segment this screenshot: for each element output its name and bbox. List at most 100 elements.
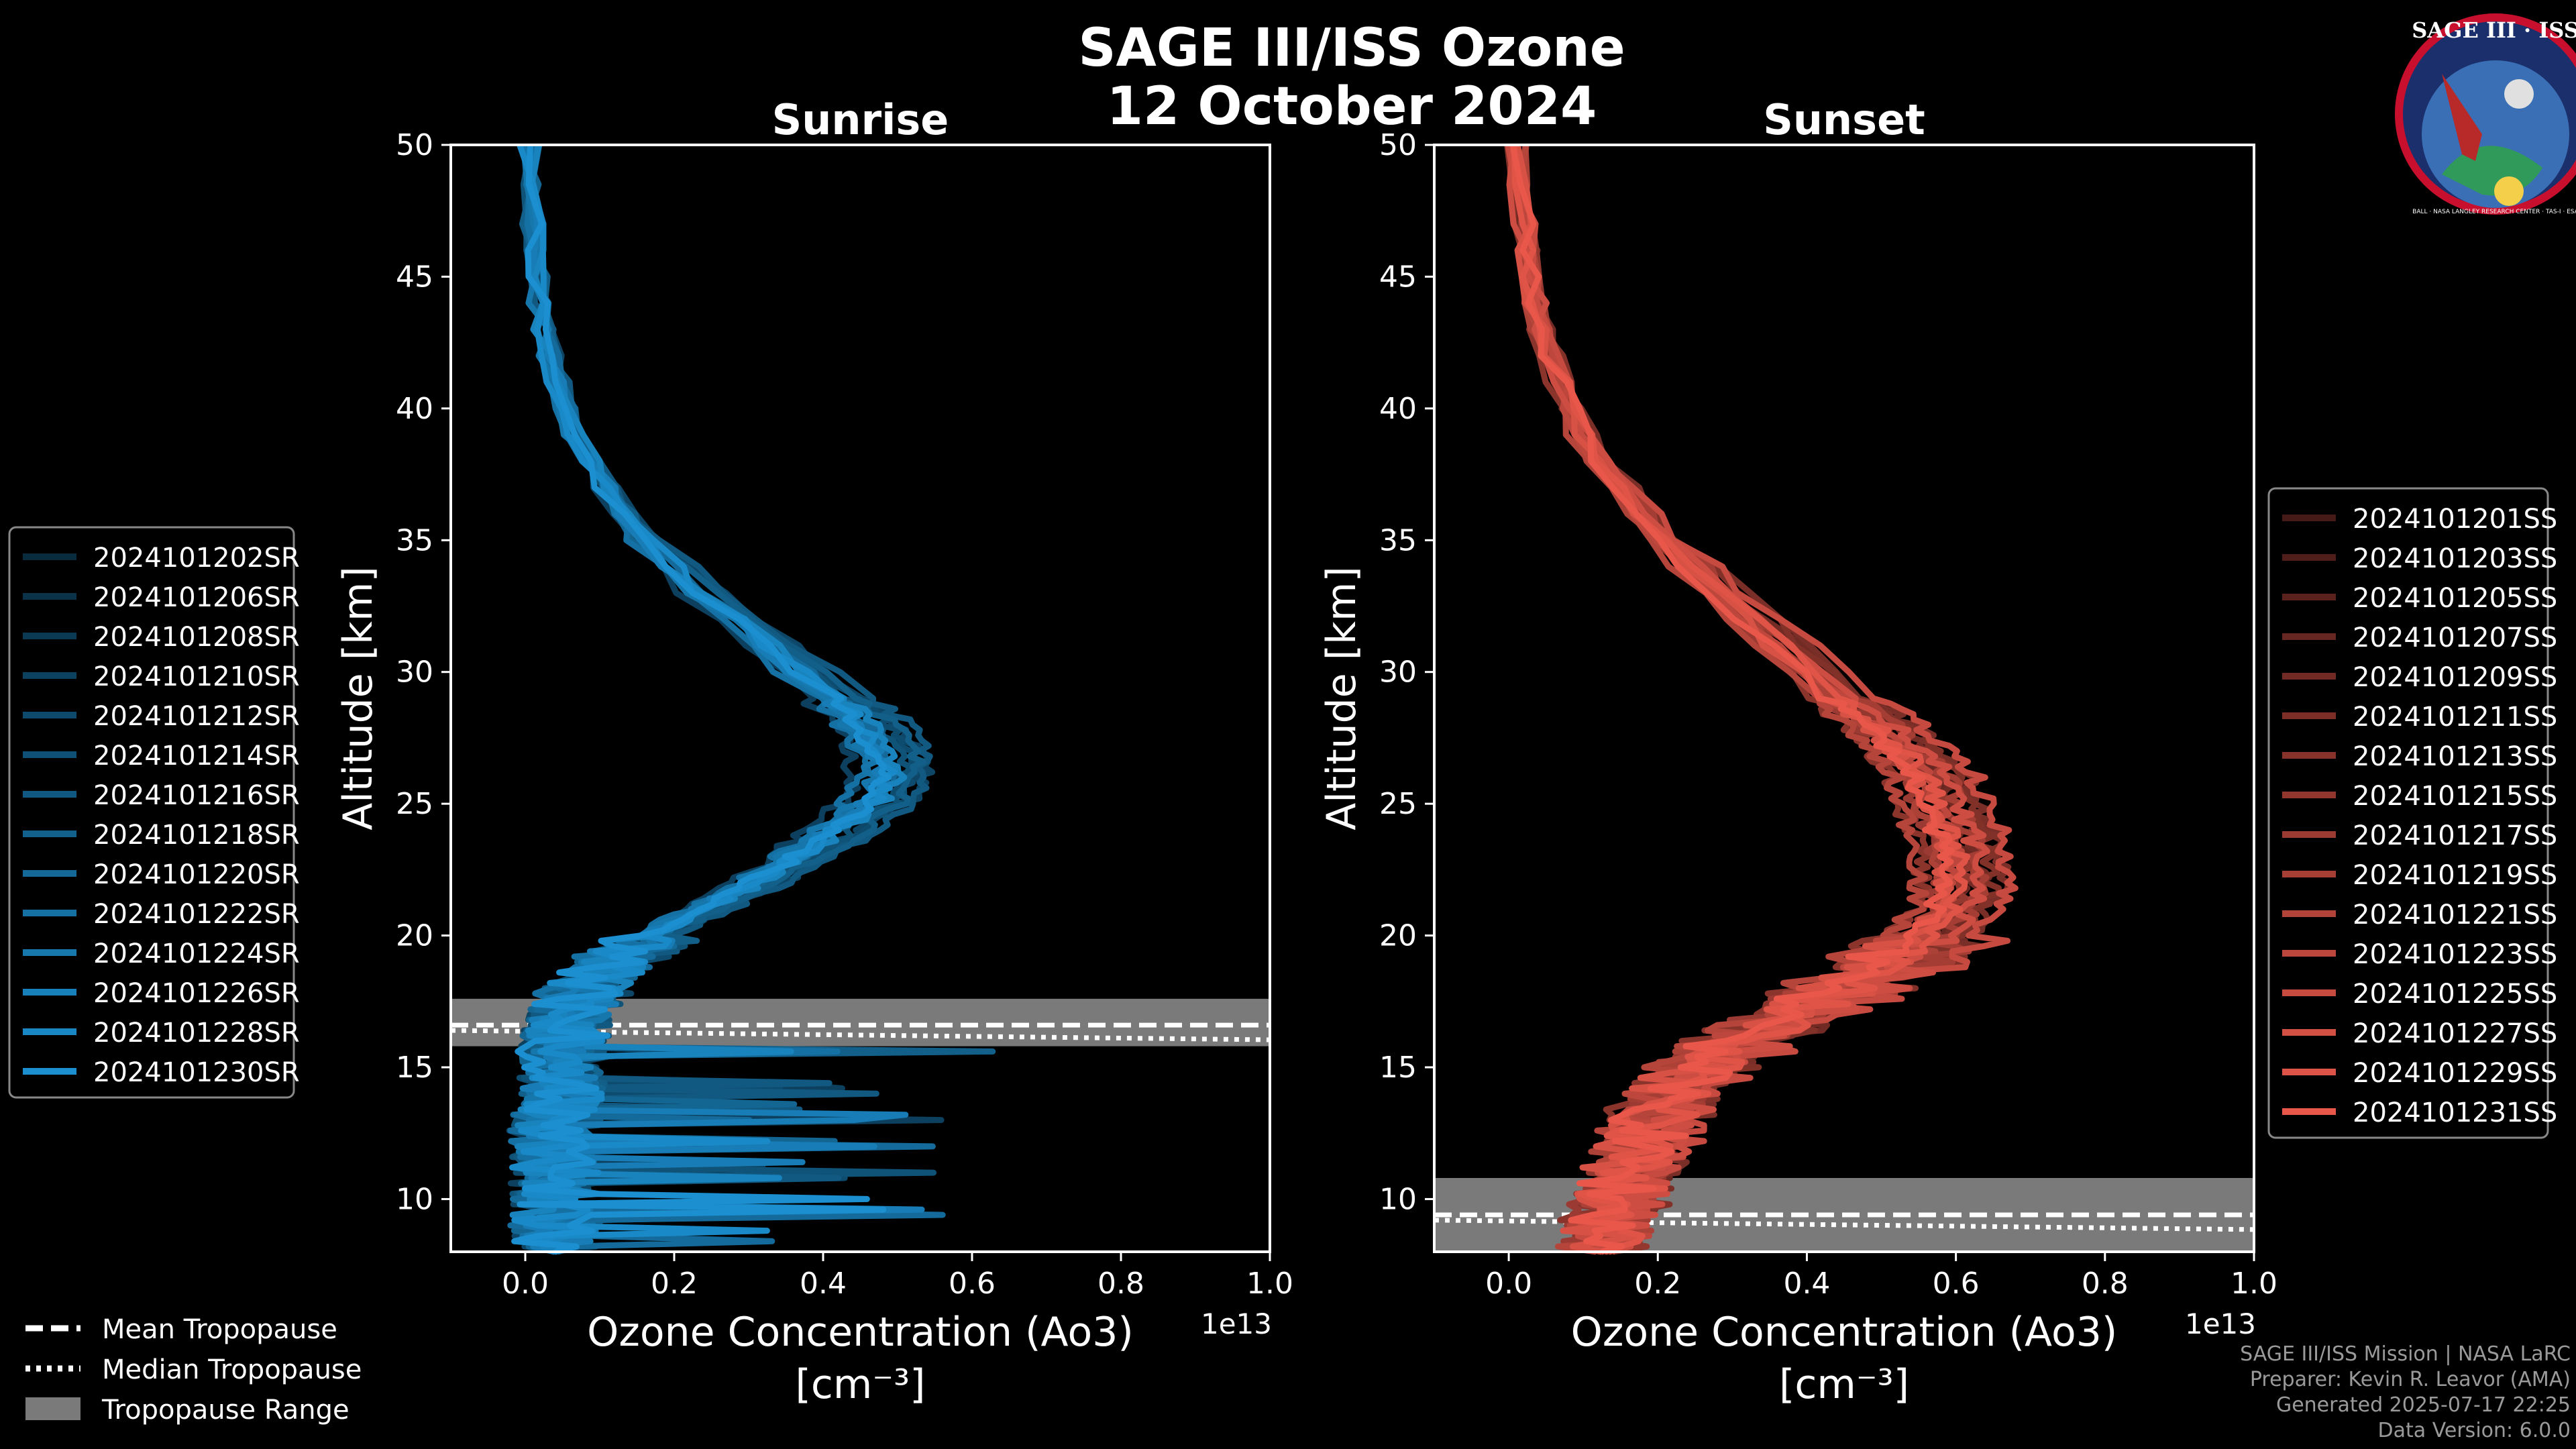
x-axis-unit: [cm⁻³]: [796, 1361, 926, 1408]
footer-credits: SAGE III/ISS Mission | NASA LaRC Prepare…: [2240, 1342, 2571, 1444]
footer-line: Generated 2025-07-17 22:25: [2275, 1393, 2571, 1417]
legend-label: 2024101222SR: [93, 899, 300, 930]
y-tick-label: 15: [396, 1051, 433, 1085]
legend-label: 2024101229SS: [2353, 1058, 2557, 1089]
x-scale-label: 1e13: [1201, 1307, 1272, 1340]
profile-2024101215SS: [1507, 144, 1990, 1255]
y-tick-label: 40: [1379, 392, 1417, 426]
legend-box: [8, 526, 295, 1099]
x-tick-label: 0.0: [1485, 1267, 1532, 1301]
legend-box: [2267, 487, 2549, 1139]
median-tropopause-line: [450, 1028, 1271, 1042]
profile-2024101231SS: [1509, 144, 1955, 1255]
x-tick-label: 0.4: [1783, 1267, 1830, 1301]
y-tick-label: 20: [1379, 919, 1417, 953]
x-axis-unit: [cm⁻³]: [1779, 1361, 1909, 1408]
legend-label: 2024101223SS: [2353, 939, 2557, 970]
legend-label: 2024101219SS: [2353, 860, 2557, 891]
y-tick-label: 30: [396, 655, 433, 690]
sunset-legend: 2024101201SS 2024101203SS 2024101205SS 2024…: [2267, 487, 2557, 1139]
y-tick-label: 50: [396, 128, 433, 162]
x-tick-label: 0.6: [1933, 1267, 1980, 1301]
legend-label: 2024101231SS: [2353, 1097, 2557, 1128]
y-tick-label: 45: [1379, 260, 1417, 294]
profile-2024101225SS: [1506, 144, 1990, 1255]
legend-label: 2024101202SR: [93, 543, 300, 574]
footer-line: Data Version: 6.0.0: [2377, 1419, 2571, 1442]
x-tick-label: 0.4: [800, 1267, 847, 1301]
x-tick-label: 1.0: [2231, 1267, 2277, 1301]
y-tick-label: 25: [1379, 787, 1417, 821]
legend-label: 2024101212SR: [93, 701, 300, 732]
legend-label: 2024101221SS: [2353, 900, 2557, 930]
panel-title: Sunrise: [772, 95, 949, 144]
legend-label: 2024101211SS: [2353, 702, 2557, 733]
legend-label: 2024101230SR: [93, 1057, 300, 1088]
sun-icon: [2494, 176, 2524, 206]
sunset-panel: Sunset 0.0 0.2 0.4 0.6 0.8 1.0 10 15 20 25 30 35 40 45…: [1318, 95, 2277, 1408]
y-tick-label: 50: [1379, 128, 1417, 162]
plot-frame: [449, 144, 1271, 1253]
legend-label: 2024101207SS: [2353, 623, 2557, 653]
y-tick-label: 10: [396, 1182, 433, 1216]
profile-2024101221SS: [1511, 144, 1968, 1255]
legend-label: 2024101226SR: [93, 978, 300, 1009]
legend-label: 2024101225SS: [2353, 979, 2557, 1010]
figure-title-line1: SAGE III/ISS Ozone: [1078, 18, 1625, 78]
legend-label: 2024101214SR: [93, 741, 300, 771]
sunrise-legend: 2024101202SR 2024101206SR 2024101208SR 2024…: [8, 526, 300, 1099]
sage-mission-badge: SAGE III · ISS BALL · NASA LANGLEY RESEA…: [2395, 13, 2576, 215]
y-tick-label: 20: [396, 919, 433, 953]
figure-title-line2: 12 October 2024: [1107, 76, 1597, 137]
legend-label: 2024101210SR: [93, 661, 300, 692]
profile-2024101201SS: [1505, 144, 1974, 1253]
plot-frame: [1433, 144, 2255, 1253]
footer-line: SAGE III/ISS Mission | NASA LaRC: [2240, 1342, 2571, 1366]
legend-label: 2024101217SS: [2353, 820, 2557, 851]
legend-label: 2024101206SR: [93, 582, 300, 613]
x-axis-label: Ozone Concentration (Ao3): [587, 1309, 1134, 1356]
x-tick-label: 0.2: [651, 1267, 698, 1301]
profile-2024101230SR: [511, 144, 892, 1255]
moon-icon: [2504, 79, 2534, 109]
tropopause-legend-label: Mean Tropopause: [102, 1314, 337, 1345]
x-axis-label: Ozone Concentration (Ao3): [1571, 1309, 2118, 1356]
legend-label: 2024101216SR: [93, 780, 300, 811]
legend-label: 2024101213SS: [2353, 741, 2557, 772]
x-tick-label: 0.6: [949, 1267, 996, 1301]
legend-label: 2024101209SS: [2353, 662, 2557, 693]
y-tick-label: 30: [1379, 655, 1417, 690]
y-axis-label: Altitude [km]: [1318, 566, 1365, 830]
badge-ring-text: BALL · NASA LANGLEY RESEARCH CENTER · TA…: [2412, 209, 2576, 215]
profile-2024101205SS: [1506, 144, 2012, 1255]
profile-2024101217SS: [1520, 144, 1955, 1255]
median-tropopause-line: [1434, 1218, 2255, 1232]
tropopause-legend: Mean Tropopause Median Tropopause Tropopau…: [25, 1314, 362, 1426]
legend-label: 2024101227SS: [2353, 1018, 2557, 1049]
y-tick-label: 35: [396, 523, 433, 557]
y-tick-label: 40: [396, 392, 433, 426]
y-tick-label: 45: [396, 260, 433, 294]
profile-2024101223SS: [1505, 144, 2019, 1255]
footer-line: Preparer: Kevin R. Leavor (AMA): [2249, 1368, 2571, 1391]
badge-title: SAGE III · ISS: [2412, 17, 2576, 43]
tropopause-legend-label: Tropopause Range: [101, 1395, 350, 1426]
legend-label: 2024101203SS: [2353, 543, 2557, 574]
profile-2024101211SS: [1511, 144, 1976, 1255]
x-tick-label: 0.8: [1097, 1267, 1144, 1301]
x-scale-label: 1e13: [2185, 1307, 2256, 1340]
legend-label: 2024101208SR: [93, 622, 300, 653]
profile-2024101203SS: [1515, 144, 1992, 1255]
x-tick-label: 0.0: [502, 1267, 549, 1301]
y-tick-label: 25: [396, 787, 433, 821]
wizard-figure-icon: [2442, 74, 2482, 161]
y-axis-label: Altitude [km]: [335, 566, 382, 830]
y-tick-label: 35: [1379, 523, 1417, 557]
panel-title: Sunset: [1763, 95, 1925, 144]
legend-label: 2024101201SS: [2353, 504, 2557, 535]
legend-label: 2024101228SR: [93, 1018, 300, 1049]
tropopause-legend-label: Median Tropopause: [102, 1354, 362, 1385]
x-tick-label: 0.2: [1634, 1267, 1681, 1301]
legend-label: 2024101205SS: [2353, 583, 2557, 614]
